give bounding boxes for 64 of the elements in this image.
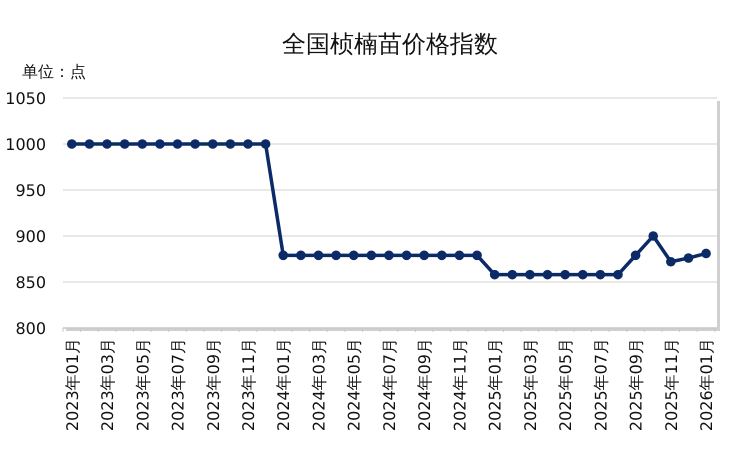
point xyxy=(472,250,482,260)
y-tick-label: 950 xyxy=(15,181,46,200)
point xyxy=(560,270,570,280)
point xyxy=(137,139,148,149)
x-tick-label: 2024年01月 xyxy=(274,338,294,432)
point xyxy=(684,253,694,263)
point xyxy=(84,139,94,149)
y-tick-label: 900 xyxy=(15,227,46,246)
point xyxy=(67,139,77,149)
point xyxy=(366,250,376,260)
point xyxy=(437,250,447,260)
x-tick-label: 2023年07月 xyxy=(168,338,188,432)
chart-title: 全国桢楠苗价格指数 xyxy=(282,30,498,58)
x-tick-label: 2023年01月 xyxy=(62,338,82,432)
point xyxy=(243,139,253,149)
point xyxy=(208,139,218,149)
x-tick-label: 2026年01月 xyxy=(697,338,716,432)
point xyxy=(155,139,165,149)
point xyxy=(226,139,236,149)
x-tick-label: 2025年01月 xyxy=(486,338,505,432)
point xyxy=(507,270,518,280)
point xyxy=(384,250,394,260)
point xyxy=(454,250,464,260)
point xyxy=(578,270,588,280)
point xyxy=(701,248,711,258)
point xyxy=(648,231,658,241)
y-tick-label: 1000 xyxy=(5,135,46,154)
point xyxy=(542,270,552,280)
x-tick-label: 2025年05月 xyxy=(556,338,576,432)
x-tick-label: 2024年09月 xyxy=(415,338,434,432)
point xyxy=(278,250,288,260)
y-tick-label: 1050 xyxy=(5,89,46,108)
point xyxy=(102,139,112,149)
point xyxy=(120,139,130,149)
x-tick-label: 2023年11月 xyxy=(238,338,258,432)
point xyxy=(596,270,606,280)
x-tick-label: 2023年05月 xyxy=(133,338,152,432)
x-tick-label: 2024年07月 xyxy=(380,338,399,432)
point xyxy=(190,139,200,149)
point xyxy=(260,139,270,149)
y-tick-label: 850 xyxy=(15,273,46,292)
point xyxy=(348,250,359,260)
point xyxy=(331,250,341,260)
x-tick-label: 2023年09月 xyxy=(204,338,223,432)
point xyxy=(402,250,412,260)
point xyxy=(630,250,640,260)
x-tick-label: 2025年07月 xyxy=(591,338,610,432)
point xyxy=(525,270,535,280)
point xyxy=(314,250,324,260)
y-tick-label: 800 xyxy=(15,319,46,338)
x-tick-label: 2024年11月 xyxy=(450,338,470,432)
x-tick-label: 2024年05月 xyxy=(344,338,364,432)
x-tick-label: 2025年09月 xyxy=(626,338,646,432)
point xyxy=(419,250,429,260)
point xyxy=(666,256,676,267)
point xyxy=(490,270,500,280)
point xyxy=(296,250,306,260)
chart-subtitle: 单位：点 xyxy=(22,62,86,81)
x-tick-label: 2023年03月 xyxy=(98,338,118,432)
x-tick-label: 2024年03月 xyxy=(309,338,328,432)
point xyxy=(172,139,182,149)
point xyxy=(613,270,623,280)
x-tick-label: 2025年11月 xyxy=(662,338,681,432)
x-tick-label: 2025年03月 xyxy=(520,338,540,432)
